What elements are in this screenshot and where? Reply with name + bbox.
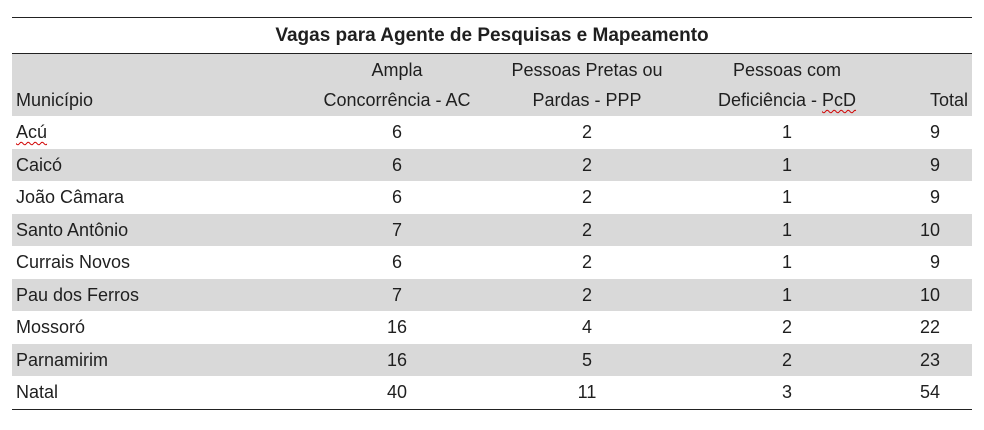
cell-municipio: Acú (12, 116, 297, 149)
header-ac-line2: Concorrência - AC (323, 90, 471, 110)
cell-municipio: Natal (16, 382, 59, 402)
cell-ppp: 2 (581, 122, 592, 142)
table-header-row: Município Ampla Concorrência - AC Pessoa… (12, 54, 972, 116)
cell-ac: 7 (391, 284, 402, 305)
header-ppp-line1: Pessoas Pretas ou (511, 60, 663, 80)
cell-ppp: 4 (581, 317, 592, 337)
cell-municipio: Pau dos Ferros (16, 284, 140, 305)
table-row: Parnamirim 16 5 2 23 (12, 343, 972, 376)
cell-pcd: 2 (781, 317, 792, 337)
cell-pcd: 1 (781, 187, 792, 207)
cell-pcd: 3 (781, 382, 792, 402)
cell-municipio: Parnamirim (16, 349, 109, 370)
cell-total: 9 (929, 154, 940, 175)
cell-ac: 6 (391, 122, 402, 142)
table-title: Vagas para Agente de Pesquisas e Mapeame… (12, 17, 972, 54)
header-total-label: Total (929, 90, 968, 110)
cell-pcd: 1 (781, 122, 792, 142)
cell-total: 9 (929, 122, 940, 142)
cell-ppp: 2 (581, 154, 592, 175)
cell-total: 22 (919, 317, 940, 337)
cell-ppp: 5 (581, 349, 592, 370)
table-row: Currais Novos 6 2 1 9 (12, 246, 972, 279)
cell-total: 9 (929, 252, 940, 272)
cell-ac: 6 (391, 154, 402, 175)
cell-total: 10 (919, 219, 940, 240)
table-row: Mossoró 16 4 2 22 (12, 311, 972, 344)
cell-ppp: 2 (581, 252, 592, 272)
cell-ac: 6 (391, 187, 402, 207)
table-row: Acú 6 2 1 9 (12, 116, 972, 149)
table-row: Pau dos Ferros 7 2 1 10 (12, 278, 972, 311)
table-body: Acú 6 2 1 9 Caicó 6 2 1 9 João Câmara 6 … (12, 116, 972, 410)
cell-ppp: 2 (581, 219, 592, 240)
cell-municipio: Caicó (16, 154, 63, 175)
cell-pcd: 1 (781, 219, 792, 240)
vacancies-table: Vagas para Agente de Pesquisas e Mapeame… (12, 17, 972, 410)
table-row: Caicó 6 2 1 9 (12, 148, 972, 181)
table-row: João Câmara 6 2 1 9 (12, 181, 972, 214)
header-pcd-line2: Deficiência - PcD (677, 85, 897, 115)
cell-pcd: 2 (781, 349, 792, 370)
header-ppp-line2: Pardas - PPP (532, 90, 642, 110)
cell-ac: 6 (391, 252, 402, 272)
cell-ac: 16 (386, 349, 408, 370)
header-municipio: Município (12, 54, 297, 116)
header-pessoas-deficiencia: Pessoas com Deficiência - PcD (677, 54, 897, 116)
cell-ac: 16 (386, 317, 408, 337)
cell-pcd: 1 (781, 284, 792, 305)
cell-ppp: 2 (581, 187, 592, 207)
cell-pcd: 1 (781, 252, 792, 272)
cell-municipio: João Câmara (16, 187, 125, 207)
table-row: Natal 40 11 3 54 (12, 376, 972, 409)
cell-ppp: 2 (581, 284, 592, 305)
header-ampla-concorrencia: Ampla Concorrência - AC (297, 54, 497, 116)
cell-total: 54 (919, 382, 940, 402)
cell-total: 23 (919, 349, 940, 370)
header-total: Total (897, 54, 972, 116)
cell-municipio-text: Acú (16, 122, 48, 142)
cell-ac: 40 (386, 382, 408, 402)
table-row: Santo Antônio 7 2 1 10 (12, 213, 972, 246)
header-pessoas-pretas-pardas: Pessoas Pretas ou Pardas - PPP (497, 54, 677, 116)
cell-ac: 7 (391, 219, 402, 240)
header-pcd-line2-text: Deficiência - (717, 90, 823, 110)
header-ac-line1: Ampla (371, 60, 423, 80)
header-pcd-abbrev: PcD (822, 90, 857, 110)
header-pcd-line1: Pessoas com (732, 60, 842, 80)
cell-municipio: Santo Antônio (16, 219, 129, 240)
cell-municipio: Mossoró (16, 317, 86, 337)
cell-total: 9 (929, 187, 940, 207)
cell-pcd: 1 (781, 154, 792, 175)
cell-municipio: Currais Novos (16, 252, 131, 272)
cell-ppp: 11 (577, 382, 597, 402)
cell-total: 10 (919, 284, 940, 305)
header-municipio-label: Município (16, 90, 94, 110)
